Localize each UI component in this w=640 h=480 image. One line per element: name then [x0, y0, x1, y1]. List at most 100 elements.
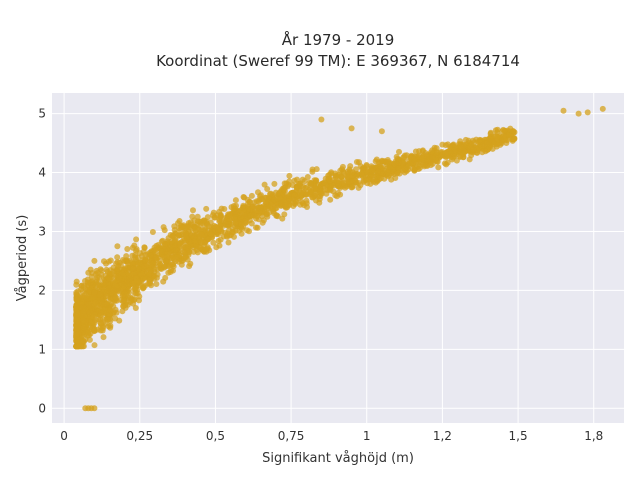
data-point — [119, 308, 126, 315]
data-point — [226, 211, 233, 218]
data-point — [304, 174, 311, 180]
data-point — [198, 238, 204, 245]
data-point — [151, 247, 158, 253]
data-point — [157, 260, 163, 267]
data-point — [133, 236, 140, 243]
data-point — [195, 226, 202, 233]
data-point — [81, 283, 87, 290]
data-point — [385, 158, 392, 165]
data-point — [75, 288, 81, 295]
data-point — [327, 187, 334, 194]
data-point — [194, 249, 201, 256]
x-tick-label: 0,75 — [278, 429, 305, 443]
data-point — [348, 125, 355, 132]
data-point — [412, 148, 419, 155]
data-point — [87, 319, 94, 326]
data-point — [444, 159, 451, 166]
data-point — [374, 169, 381, 176]
data-point — [294, 176, 300, 183]
data-point — [88, 282, 95, 289]
data-point — [431, 144, 438, 151]
chart-title-line-1: År 1979 - 2019 — [282, 30, 395, 49]
x-tick-label: 1,2 — [433, 429, 452, 443]
data-point — [358, 170, 365, 177]
data-point — [369, 168, 376, 175]
data-point — [271, 180, 278, 187]
data-point — [112, 283, 119, 290]
data-point — [73, 281, 80, 288]
data-point — [207, 219, 214, 226]
data-point — [198, 231, 205, 237]
data-point — [80, 317, 87, 324]
x-tick-label: 0,5 — [206, 429, 225, 443]
data-point — [400, 154, 407, 161]
chart-title-line-2: Koordinat (Sweref 99 TM): E 369367, N 61… — [156, 52, 520, 70]
tick-labels: 0 0,25 0,5 0,75 1 1,2 1,5 1,8 0 1 2 3 4 5 — [38, 107, 603, 443]
data-point — [80, 309, 87, 316]
data-point — [420, 161, 427, 168]
data-point — [379, 164, 386, 171]
y-tick-label: 2 — [38, 283, 46, 297]
data-point — [132, 305, 139, 311]
data-point — [349, 169, 356, 176]
data-point — [511, 136, 518, 143]
data-point — [304, 204, 310, 210]
data-point — [130, 265, 137, 272]
data-point — [560, 107, 567, 114]
data-point — [183, 254, 189, 261]
data-point — [112, 294, 119, 300]
data-point — [132, 254, 139, 261]
data-point — [259, 219, 266, 226]
data-point — [154, 266, 161, 273]
data-point — [162, 258, 169, 265]
data-point — [281, 187, 288, 194]
data-point — [91, 257, 98, 264]
data-point — [176, 241, 183, 247]
data-point — [335, 190, 342, 196]
data-point — [327, 196, 334, 203]
data-point — [108, 300, 115, 307]
data-point — [460, 150, 466, 157]
data-points — [73, 105, 606, 412]
data-point — [435, 164, 442, 171]
data-point — [165, 269, 172, 276]
data-point — [442, 150, 449, 157]
data-point — [429, 155, 436, 162]
data-point — [321, 179, 328, 186]
data-point — [248, 192, 255, 199]
data-point — [277, 195, 284, 202]
data-point — [240, 204, 246, 211]
data-point — [98, 308, 105, 315]
data-point — [73, 304, 80, 311]
data-point — [197, 244, 203, 251]
data-point — [114, 254, 121, 261]
data-point — [85, 269, 92, 276]
data-point — [291, 192, 297, 199]
data-point — [223, 232, 230, 239]
data-point — [307, 180, 314, 187]
data-point — [91, 327, 97, 334]
data-point — [161, 263, 168, 270]
y-axis-title: Vågperiod (s) — [15, 215, 30, 302]
data-point — [303, 184, 310, 191]
data-point — [142, 256, 149, 263]
data-point — [236, 227, 243, 234]
data-point — [113, 309, 120, 316]
data-point — [103, 293, 110, 300]
data-point — [231, 214, 238, 221]
data-point — [184, 235, 190, 242]
x-tick-label: 1,5 — [509, 429, 528, 443]
data-point — [190, 207, 196, 214]
data-point — [86, 287, 93, 294]
data-point — [391, 161, 398, 168]
data-point — [470, 146, 477, 153]
data-point — [92, 317, 99, 324]
data-point — [114, 243, 121, 250]
data-point — [74, 326, 81, 332]
data-point — [124, 246, 131, 252]
data-point — [373, 156, 380, 163]
data-point — [419, 147, 426, 154]
data-point — [83, 295, 90, 302]
data-point — [107, 257, 114, 264]
